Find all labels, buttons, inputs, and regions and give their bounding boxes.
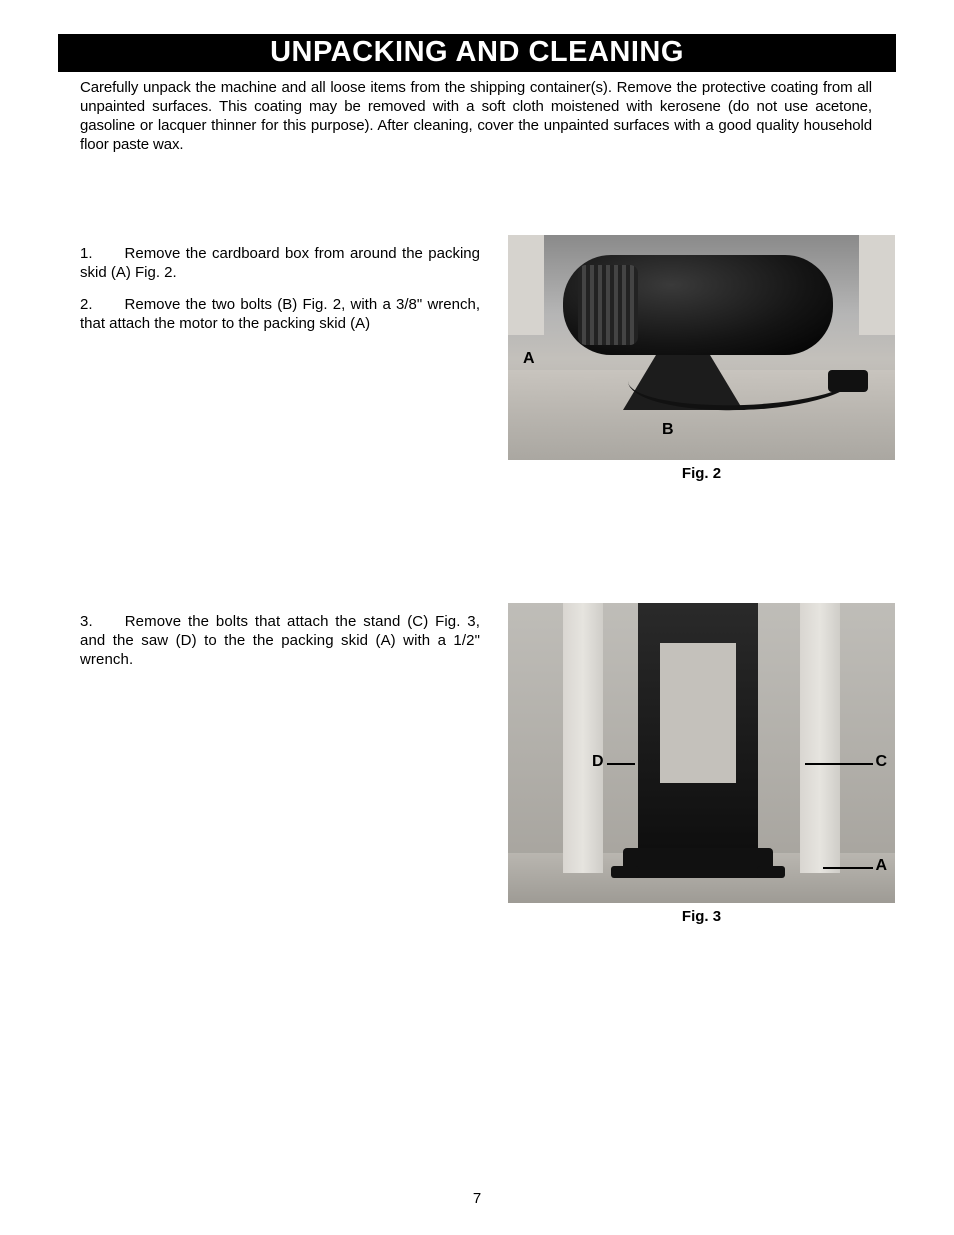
step-1-text: Remove the cardboard box from around the… (80, 245, 480, 281)
fig3-leader-a (823, 867, 873, 869)
step-1: 1.Remove the cardboard box from around t… (80, 244, 480, 282)
step-2-number: 2. (80, 296, 93, 313)
fig2-motor (563, 255, 833, 355)
page-number: 7 (0, 1190, 954, 1207)
step-3-number: 3. (80, 613, 93, 630)
step-3: 3.Remove the bolts that attach the stand… (80, 612, 480, 669)
fig3-saw-foot (623, 848, 773, 878)
fig3-stand-right (800, 603, 840, 873)
step-2: 2.Remove the two bolts (B) Fig. 2, with … (80, 295, 480, 333)
fig2-label-b: B (662, 421, 674, 439)
manual-page: UNPACKING AND CLEANING Carefully unpack … (0, 0, 954, 1235)
figure-2: A B (508, 235, 895, 460)
fig3-label-c: C (875, 753, 887, 771)
figure-3: D C A (508, 603, 895, 903)
step-3-text: Remove the bolts that attach the stand (… (80, 613, 480, 668)
fig3-stand-left (563, 603, 603, 873)
fig2-column-right (859, 235, 895, 335)
fig3-leader-c (805, 763, 873, 765)
figure-2-caption: Fig. 2 (508, 465, 895, 482)
section-title-bar: UNPACKING AND CLEANING (58, 34, 896, 72)
fig3-label-a: A (875, 857, 887, 875)
section-title: UNPACKING AND CLEANING (270, 36, 684, 68)
intro-paragraph: Carefully unpack the machine and all loo… (80, 78, 872, 154)
fig3-saw-body (638, 603, 758, 848)
figure-3-caption: Fig. 3 (508, 908, 895, 925)
fig2-plug (828, 370, 868, 392)
step-1-number: 1. (80, 245, 93, 262)
fig3-label-d: D (592, 753, 604, 771)
step-2-text: Remove the two bolts (B) Fig. 2, with a … (80, 296, 480, 332)
fig2-label-a: A (523, 350, 535, 368)
fig2-column-left (508, 235, 544, 335)
fig3-leader-d (607, 763, 635, 765)
